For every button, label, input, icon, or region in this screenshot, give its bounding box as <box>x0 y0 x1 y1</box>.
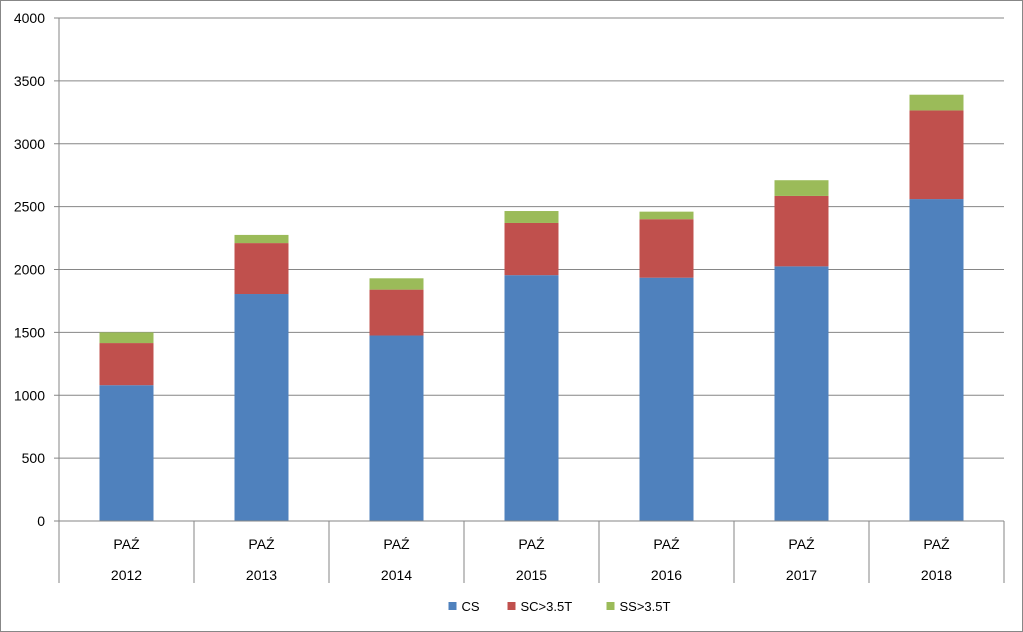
bar-sc-3-5t-2015 <box>504 222 559 276</box>
bar-sc-3-5t-2014 <box>369 289 424 336</box>
bar-cs-2017 <box>774 266 829 521</box>
x-category-month-label: PAŹ <box>248 536 275 552</box>
legend-label: SC>3.5T <box>521 599 573 614</box>
bar-cs-2013 <box>234 294 289 521</box>
y-tick-label: 500 <box>22 450 46 466</box>
y-tick-labels: 0 500 1000 1500 2000 2500 3000 3500 4000 <box>14 10 45 529</box>
y-tick-label: 3000 <box>14 136 45 152</box>
bar-cs-2012 <box>99 385 154 521</box>
bar-sc-3-5t-2013 <box>234 243 289 295</box>
y-tick-label: 2000 <box>14 262 45 278</box>
x-category-year-label: 2018 <box>921 567 952 583</box>
bar-ss-3-5t-2016 <box>639 211 694 220</box>
x-category-month-label: PAŹ <box>923 536 950 552</box>
bar-sc-3-5t-2017 <box>774 195 829 267</box>
bar-ss-3-5t-2018 <box>909 94 964 111</box>
x-category-month-label: PAŹ <box>113 536 140 552</box>
bar-ss-3-5t-2014 <box>369 278 424 290</box>
bar-cs-2016 <box>639 277 694 521</box>
x-category-year-label: 2014 <box>381 567 412 583</box>
gridlines <box>59 17 1004 459</box>
x-category-year-label: 2016 <box>651 567 682 583</box>
y-tick-label: 3500 <box>14 73 45 89</box>
x-category-month-label: PAŹ <box>788 536 815 552</box>
bar-ss-3-5t-2017 <box>774 180 829 196</box>
bar-sc-3-5t-2012 <box>99 343 154 386</box>
bar-sc-3-5t-2018 <box>909 110 964 200</box>
y-tick-label: 2500 <box>14 199 45 215</box>
x-category-month-label: PAŹ <box>383 536 410 552</box>
legend-label: CS <box>462 599 480 614</box>
x-category-year-label: 2017 <box>786 567 817 583</box>
x-category-year-label: 2015 <box>516 567 547 583</box>
x-category-labels: PAŹ 2012 PAŹ 2013 PAŹ 2014 PAŹ 2015 PAŹ 2016 PAŹ 20… <box>111 536 952 583</box>
y-tick-label: 4000 <box>14 10 45 26</box>
x-category-month-label: PAŹ <box>518 536 545 552</box>
bar-cs-2015 <box>504 275 559 521</box>
bar-cs-2018 <box>909 199 964 521</box>
legend-swatch <box>448 602 457 610</box>
x-category-month-label: PAŹ <box>653 536 680 552</box>
y-tick-label: 1500 <box>14 324 45 340</box>
legend-swatch <box>606 602 615 610</box>
y-tick-label: 0 <box>37 513 45 529</box>
bar-ss-3-5t-2013 <box>234 234 289 244</box>
legend-label: SS>3.5T <box>620 599 671 614</box>
bar-ss-3-5t-2015 <box>504 211 559 223</box>
y-tick-label: 1000 <box>14 387 45 403</box>
x-category-year-label: 2012 <box>111 567 142 583</box>
x-category-year-label: 2013 <box>246 567 277 583</box>
bar-ss-3-5t-2012 <box>99 332 154 344</box>
legend: CS SC>3.5T SS>3.5T <box>448 599 671 614</box>
legend-swatch <box>507 602 516 610</box>
bars <box>99 94 964 521</box>
axes <box>54 17 1005 583</box>
bar-cs-2014 <box>369 335 424 521</box>
bar-sc-3-5t-2016 <box>639 219 694 278</box>
